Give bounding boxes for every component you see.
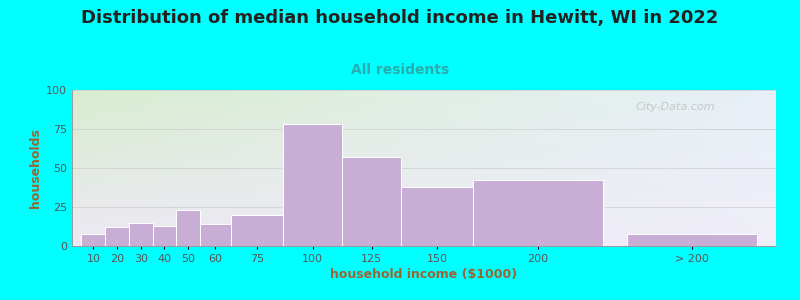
Y-axis label: households: households <box>29 128 42 208</box>
Bar <box>176 210 200 246</box>
Bar <box>105 227 129 246</box>
Bar <box>200 224 231 246</box>
Bar <box>153 226 176 246</box>
Bar <box>129 223 153 246</box>
Bar <box>342 157 402 246</box>
Bar <box>626 233 757 246</box>
Bar <box>473 181 603 246</box>
Text: City-Data.com: City-Data.com <box>635 103 714 112</box>
Bar <box>231 215 283 246</box>
Bar <box>82 233 105 246</box>
Bar <box>283 124 342 246</box>
Bar <box>402 187 473 246</box>
Text: Distribution of median household income in Hewitt, WI in 2022: Distribution of median household income … <box>82 9 718 27</box>
Text: All residents: All residents <box>351 63 449 77</box>
X-axis label: household income ($1000): household income ($1000) <box>330 268 518 281</box>
